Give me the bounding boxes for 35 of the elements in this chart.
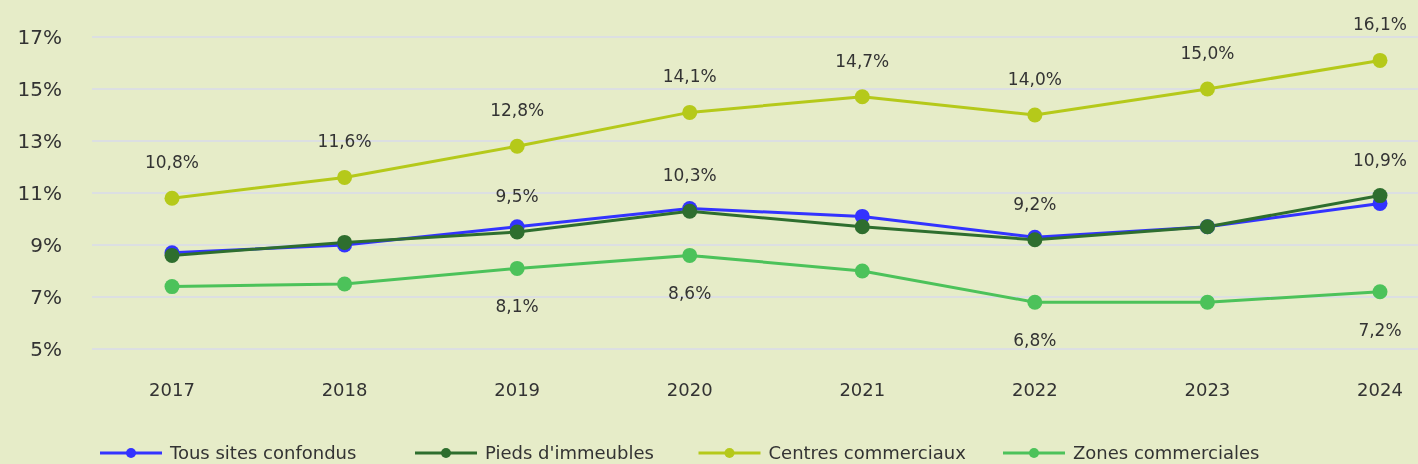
data-label: 6,8% — [1013, 330, 1057, 351]
y-tick-label: 15% — [17, 77, 62, 101]
y-tick-label: 9% — [30, 233, 62, 257]
data-label: 14,7% — [835, 50, 890, 71]
data-label: 10,9% — [1352, 149, 1408, 170]
data-label: 8,6% — [668, 283, 712, 304]
y-tick-label: 7% — [30, 285, 62, 309]
y-tick-label: 11% — [17, 181, 62, 205]
legend-label: Tous sites confondus — [169, 442, 357, 464]
x-tick-label: 2024 — [1357, 379, 1403, 400]
x-tick-label: 2018 — [321, 379, 368, 400]
x-tick-label: 2017 — [149, 379, 195, 400]
y-tick-label: 5% — [30, 337, 62, 361]
x-tick-label: 2020 — [666, 379, 713, 400]
data-label: 15,0% — [1180, 43, 1235, 63]
data-label: 9,2% — [1013, 193, 1057, 214]
legend-label: Centres commerciaux — [768, 442, 967, 464]
data-label: 12,8% — [490, 100, 545, 121]
y-tick-label: 17% — [17, 25, 62, 49]
data-label: 10,8% — [144, 152, 200, 173]
y-tick-label: 13% — [17, 129, 62, 153]
x-tick-label: 2023 — [1184, 379, 1231, 400]
legend-label: Pieds d'immeubles — [485, 442, 654, 464]
x-tick-label: 2022 — [1011, 379, 1058, 400]
data-label: 16,1% — [1352, 14, 1408, 35]
data-label: 8,1% — [495, 296, 539, 317]
data-label: 9,5% — [495, 186, 539, 206]
data-label: 14,0% — [1007, 69, 1062, 89]
x-tick-label: 2021 — [839, 379, 886, 400]
legend-label: Zones commerciales — [1073, 442, 1260, 464]
x-tick-label: 2019 — [494, 379, 541, 400]
data-label: 14,1% — [662, 66, 717, 87]
data-label: 10,3% — [662, 165, 717, 186]
data-label: 11,6% — [317, 131, 372, 152]
data-label: 7,2% — [1358, 319, 1402, 340]
